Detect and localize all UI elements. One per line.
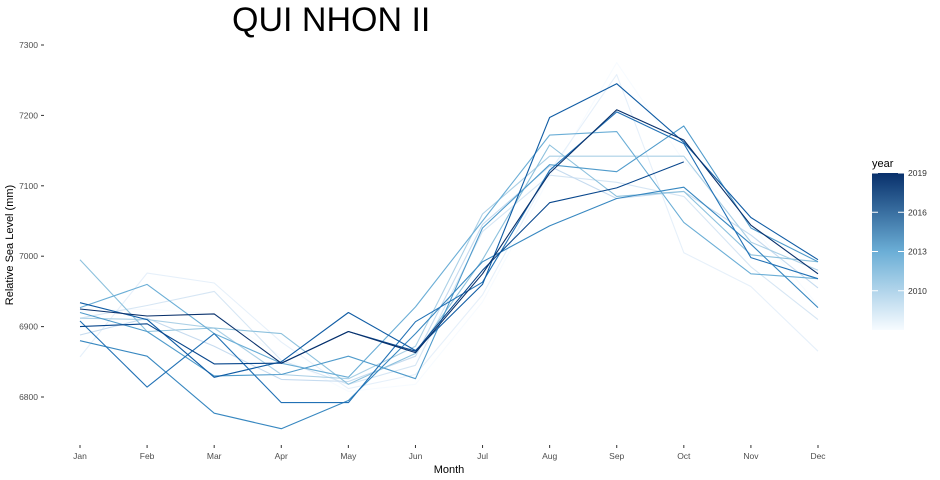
x-tick-label: Sep bbox=[609, 451, 624, 461]
y-axis-title: Relative Sea Level (mm) bbox=[4, 185, 16, 305]
series-line-2013 bbox=[79, 131, 819, 378]
series-line-2008 bbox=[79, 74, 819, 390]
series-line-2015 bbox=[79, 186, 819, 430]
x-tick-label: Nov bbox=[743, 451, 759, 461]
y-tick-label: 6800 bbox=[19, 392, 38, 402]
legend-ticks: 2010 2013 2016 2019 bbox=[872, 168, 927, 296]
plot-lines bbox=[79, 62, 819, 430]
y-tick-label: 6900 bbox=[19, 322, 38, 332]
x-axis: Jan Feb Mar Apr May Jun Jul Aug Sep Oct Nov Dec bbox=[73, 445, 826, 461]
x-tick-label: Mar bbox=[207, 451, 222, 461]
y-tick-label: 7000 bbox=[19, 251, 38, 261]
legend-tick-label: 2016 bbox=[908, 207, 927, 217]
x-tick-label: Jul bbox=[477, 451, 488, 461]
series-line-2016 bbox=[79, 111, 819, 404]
legend-tick-label: 2010 bbox=[908, 286, 927, 296]
x-tick-label: May bbox=[340, 451, 357, 461]
x-tick-label: Oct bbox=[677, 451, 691, 461]
x-tick-label: Dec bbox=[810, 451, 826, 461]
x-tick-label: Feb bbox=[140, 451, 155, 461]
x-tick-label: Jun bbox=[409, 451, 423, 461]
series-line-2012 bbox=[79, 144, 819, 385]
chart-title: QUI NHON II bbox=[232, 1, 430, 39]
legend-title: year bbox=[872, 158, 894, 170]
y-axis: 6800 6900 7000 7100 7200 7300 bbox=[19, 40, 44, 402]
series-line-2019 bbox=[79, 109, 819, 364]
x-tick-label: Jan bbox=[73, 451, 87, 461]
y-tick-label: 7300 bbox=[19, 40, 38, 50]
x-tick-label: Aug bbox=[542, 451, 557, 461]
series-line-2014 bbox=[79, 125, 819, 380]
y-tick-label: 7100 bbox=[19, 181, 38, 191]
x-tick-label: Apr bbox=[275, 451, 288, 461]
series-line-2011 bbox=[79, 155, 819, 380]
x-axis-title: Month bbox=[434, 464, 465, 476]
series-line-2017 bbox=[79, 83, 819, 378]
y-tick-label: 7200 bbox=[19, 110, 38, 120]
series-line-2018 bbox=[79, 161, 684, 365]
legend-tick-label: 2019 bbox=[908, 168, 927, 178]
legend-tick-label: 2013 bbox=[908, 247, 927, 257]
legend: year 2010 2013 2016 2019 bbox=[872, 158, 927, 330]
series-line-2007 bbox=[79, 62, 819, 392]
series-line-2010 bbox=[79, 165, 819, 383]
